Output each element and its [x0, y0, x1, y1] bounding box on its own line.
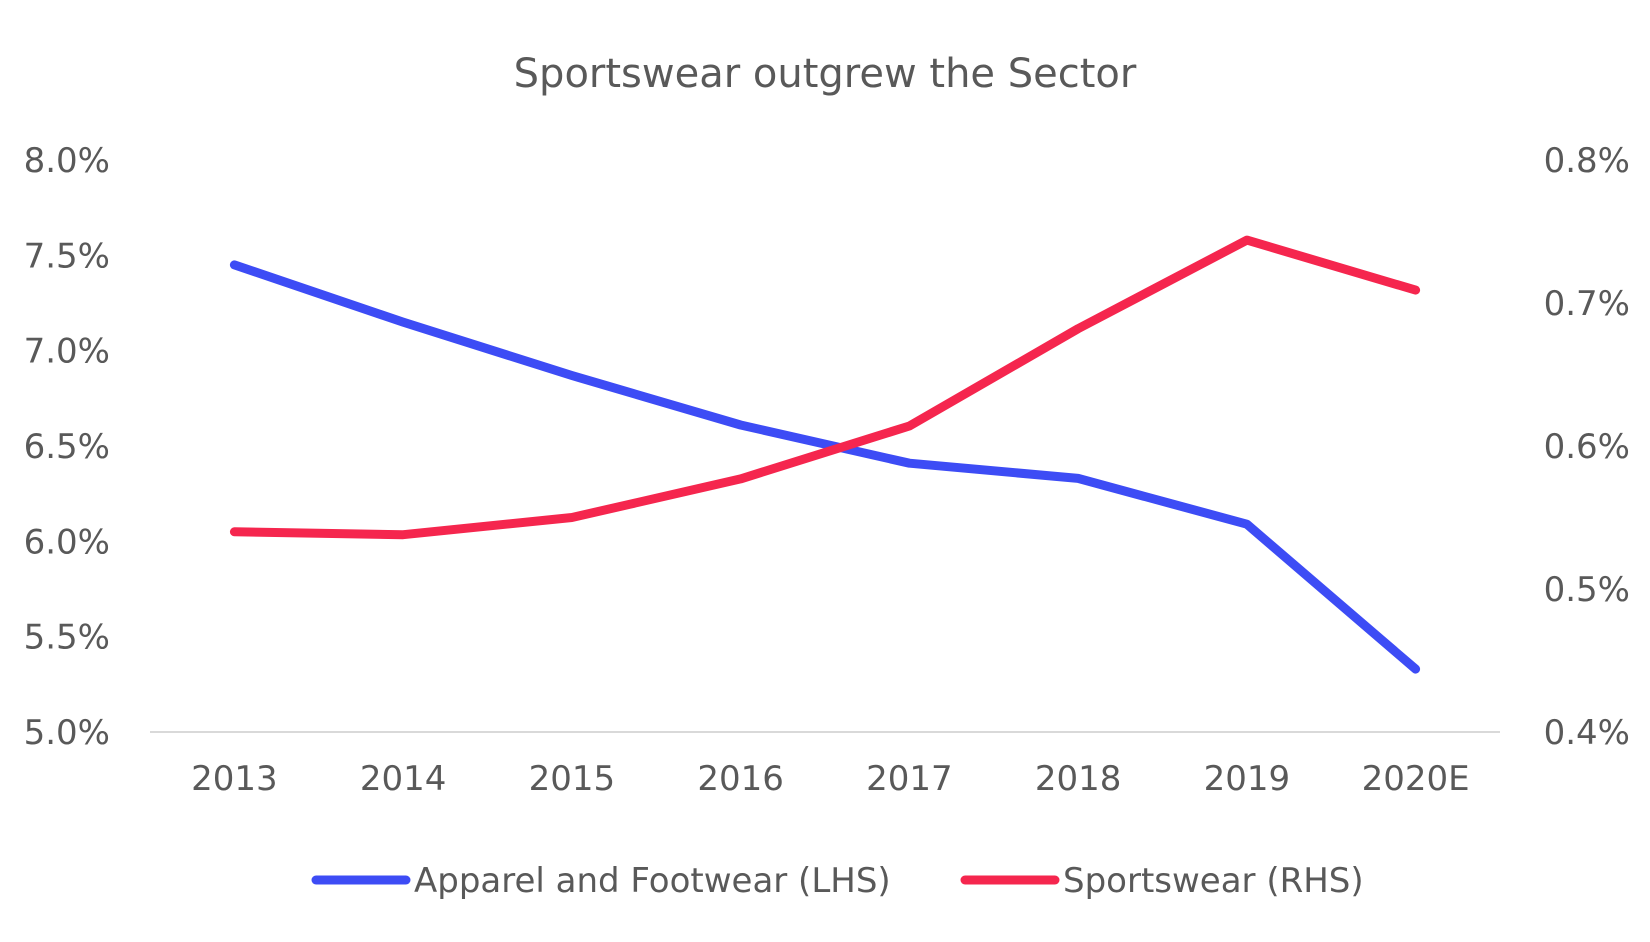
left-y-tick-label: 5.5%	[24, 618, 110, 658]
series-line-sportswear	[229, 235, 1421, 540]
right-y-tick-label: 0.5%	[1544, 570, 1630, 610]
x-tick-label: 2017	[866, 759, 953, 799]
left-y-axis: 5.0% 5.5% 6.0% 6.5% 7.0% 7.5% 8.0%	[24, 141, 110, 753]
x-axis: 2013 2014 2015 2016 2017 2018 2019 2020E	[191, 759, 1470, 799]
x-tick-label: 2020E	[1362, 759, 1470, 799]
right-y-axis: 0.4% 0.5% 0.6% 0.7% 0.8%	[1544, 141, 1630, 753]
right-y-tick-label: 0.7%	[1544, 284, 1630, 324]
x-tick-label: 2015	[529, 759, 616, 799]
series-group	[229, 235, 1421, 674]
left-y-tick-label: 7.0%	[24, 332, 110, 372]
x-tick-label: 2013	[191, 759, 278, 799]
x-tick-label: 2018	[1035, 759, 1122, 799]
x-tick-label: 2019	[1204, 759, 1291, 799]
left-y-tick-label: 5.0%	[24, 713, 110, 753]
series-line-apparel-footwear	[229, 260, 1421, 674]
x-tick-label: 2014	[360, 759, 447, 799]
right-y-tick-label: 0.6%	[1544, 427, 1630, 467]
x-tick-label: 2016	[697, 759, 784, 799]
chart-title: Sportswear outgrew the Sector	[514, 51, 1137, 97]
left-y-tick-label: 6.0%	[24, 522, 110, 562]
legend-label: Sportswear (RHS)	[1063, 861, 1364, 901]
left-y-tick-label: 6.5%	[24, 427, 110, 467]
legend: Apparel and Footwear (LHS) Sportswear (RH…	[311, 861, 1364, 901]
right-y-tick-label: 0.4%	[1544, 713, 1630, 753]
left-y-tick-label: 8.0%	[24, 141, 110, 181]
legend-label: Apparel and Footwear (LHS)	[414, 861, 891, 901]
left-y-tick-label: 7.5%	[24, 236, 110, 276]
right-y-tick-label: 0.8%	[1544, 141, 1630, 181]
